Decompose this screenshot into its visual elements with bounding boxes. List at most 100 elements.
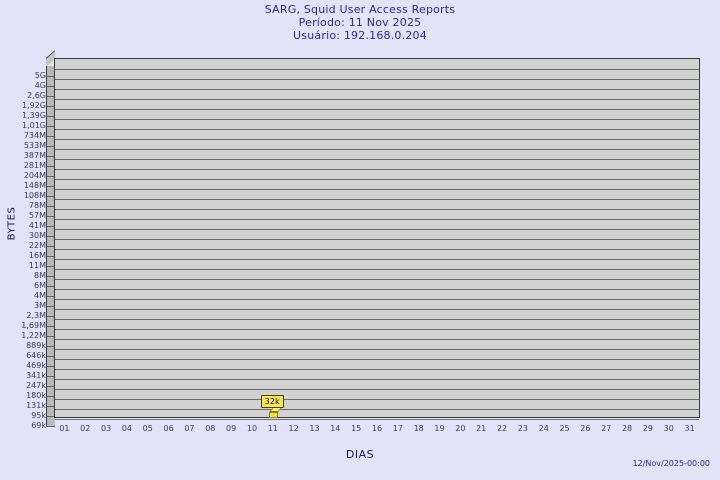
gridline bbox=[55, 349, 699, 350]
x-axis-tick-label: 22 bbox=[496, 424, 508, 433]
y-axis-tick-label: 5G bbox=[34, 71, 46, 80]
y-axis-tick-label: 78M bbox=[28, 201, 46, 210]
x-axis-tick-label: 27 bbox=[601, 424, 612, 433]
x-axis-tick-label: 16 bbox=[371, 424, 383, 433]
x-axis-tick-label: 12 bbox=[288, 424, 299, 433]
gridline bbox=[55, 339, 699, 340]
gridline bbox=[55, 309, 699, 310]
x-axis-tick-label: 15 bbox=[351, 424, 362, 433]
y-axis-tick-label: 148M bbox=[23, 181, 46, 190]
y-axis-tick-label: 108M bbox=[23, 191, 46, 200]
y-axis-tick-mark bbox=[46, 166, 55, 167]
y-axis-tick-label: 180k bbox=[26, 391, 46, 400]
plot-area bbox=[54, 58, 700, 420]
y-axis-tick-label: 387M bbox=[23, 151, 46, 160]
gridline bbox=[55, 179, 699, 180]
gridline bbox=[55, 189, 699, 190]
y-axis-tick-label: 30M bbox=[28, 231, 46, 240]
gridline bbox=[55, 329, 699, 330]
x-axis-tick-label: 19 bbox=[434, 424, 445, 433]
y-axis-tick-label: 6M bbox=[34, 281, 46, 290]
gridline bbox=[55, 279, 699, 280]
x-axis-title: DIAS bbox=[345, 448, 375, 461]
y-axis-tick-mark bbox=[46, 86, 55, 87]
y-axis-tick-label: 204M bbox=[23, 171, 46, 180]
y-axis-tick-mark bbox=[46, 106, 55, 107]
gridlines bbox=[55, 59, 699, 420]
y-axis-tick-mark bbox=[46, 266, 55, 267]
y-axis-tick-mark bbox=[46, 196, 55, 197]
y-axis-tick-mark bbox=[46, 376, 55, 377]
x-axis-tick-label: 09 bbox=[226, 424, 237, 433]
y-axis-tick-label: 11M bbox=[28, 261, 46, 270]
gridline bbox=[55, 299, 699, 300]
y-axis-tick-mark bbox=[46, 286, 55, 287]
gridline bbox=[55, 169, 699, 170]
gridline bbox=[55, 389, 699, 390]
page-title: SARG, Squid User Access Reports bbox=[264, 3, 456, 16]
y-axis-tick-mark bbox=[46, 136, 55, 137]
x-axis-tick-label: 23 bbox=[517, 424, 528, 433]
x-axis-tick-label: 21 bbox=[476, 424, 487, 433]
x-axis-tick-label: 14 bbox=[330, 424, 341, 433]
x-axis-tick-label: 04 bbox=[121, 424, 133, 433]
x-axis-tick-label: 25 bbox=[559, 424, 570, 433]
gridline bbox=[55, 229, 699, 230]
report-timestamp: 12/Nov/2025-00:00 bbox=[632, 459, 710, 468]
x-axis-tick-label: 06 bbox=[163, 424, 174, 433]
y-axis-tick-mark bbox=[46, 246, 55, 247]
gridline bbox=[55, 239, 699, 240]
y-axis-tick-mark bbox=[46, 176, 55, 177]
y-axis-tick-mark bbox=[46, 276, 55, 277]
y-axis-tick-label: 646k bbox=[26, 351, 46, 360]
y-axis-tick-label: 8M bbox=[34, 271, 46, 280]
y-axis-tick-mark bbox=[46, 236, 55, 237]
y-axis-tick-label: 341k bbox=[26, 371, 46, 380]
gridline bbox=[55, 69, 699, 70]
gridline bbox=[55, 269, 699, 270]
x-axis-tick-label: 28 bbox=[621, 424, 633, 433]
x-axis-tick-label: 08 bbox=[205, 424, 216, 433]
y-axis-tick-mark bbox=[46, 206, 55, 207]
gridline bbox=[55, 139, 699, 140]
gridline bbox=[55, 199, 699, 200]
y-axis-tick-label: 734M bbox=[23, 131, 46, 140]
chart-title-block: SARG, Squid User Access Reports Período:… bbox=[0, 3, 720, 42]
gridline bbox=[55, 129, 699, 130]
y-axis-tick-mark bbox=[46, 366, 55, 367]
x-axis-tick-label: 02 bbox=[80, 424, 91, 433]
y-axis-tick-mark bbox=[46, 326, 55, 327]
y-axis-tick-mark bbox=[46, 306, 55, 307]
y-axis-tick-label: 4G bbox=[34, 81, 46, 90]
y-axis-tick-mark bbox=[46, 296, 55, 297]
x-axis-tick-label: 17 bbox=[392, 424, 403, 433]
gridline bbox=[55, 119, 699, 120]
y-axis-tick-label: 1,22M bbox=[21, 331, 46, 340]
gridline bbox=[55, 159, 699, 160]
gridline bbox=[55, 359, 699, 360]
title-period: Período: 11 Nov 2025 bbox=[298, 16, 422, 29]
y-axis-tick-mark bbox=[46, 226, 55, 227]
x-axis-tick-label: 29 bbox=[642, 424, 653, 433]
y-axis-tick-label: 1,92G bbox=[21, 101, 46, 110]
x-axis-tick-label: 20 bbox=[455, 424, 466, 433]
y-axis-tick-label: 281M bbox=[23, 161, 46, 170]
y-axis-tick-label: 4M bbox=[34, 291, 46, 300]
y-axis-tick-mark bbox=[46, 386, 55, 387]
x-axis-tick-label: 30 bbox=[663, 424, 674, 433]
gridline bbox=[55, 319, 699, 320]
gridline bbox=[55, 99, 699, 100]
y-axis-tick-mark bbox=[46, 316, 55, 317]
y-axis-tick-mark bbox=[46, 416, 55, 417]
y-axis-tick-mark bbox=[46, 406, 55, 407]
x-axis-tick-label: 31 bbox=[684, 424, 695, 433]
gridline bbox=[55, 419, 699, 420]
x-axis-tick-label: 13 bbox=[309, 424, 320, 433]
gridline bbox=[55, 289, 699, 290]
y-axis-tick-mark bbox=[46, 336, 55, 337]
data-bar[interactable] bbox=[268, 412, 278, 418]
gridline bbox=[55, 79, 699, 80]
x-axis-tick-label: 01 bbox=[59, 424, 70, 433]
y-axis-tick-label: 1,01G bbox=[21, 121, 46, 130]
